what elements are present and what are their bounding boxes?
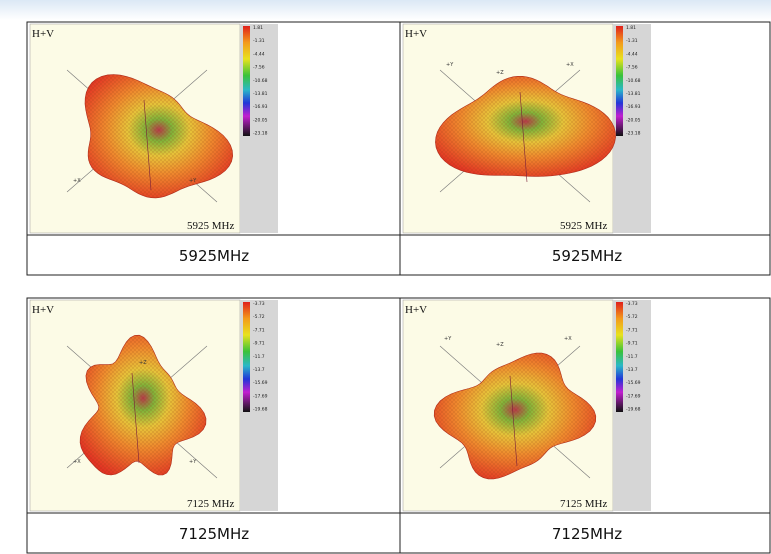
pattern-panel: 1.81 -1.31 -4.44 -7.56 -10.68 -13.81 -16.93 -20… bbox=[403, 24, 651, 233]
scale-label: -19.68 bbox=[253, 407, 268, 413]
color-scale bbox=[243, 26, 250, 136]
pattern-panel: -3.73 -5.72 -7.71 -9.71 -11.7 -13.7 -15.69 -17.… bbox=[403, 300, 651, 511]
color-scale bbox=[616, 26, 623, 136]
document: 1.81 -1.31 -4.44 -7.56 -10.68 -13.81 -16.93 -20… bbox=[0, 0, 771, 554]
caption: 5925MHz bbox=[179, 247, 249, 265]
scale-label: -5.72 bbox=[626, 314, 638, 320]
scale-label: -20.05 bbox=[626, 117, 641, 123]
caption: 5925MHz bbox=[552, 247, 622, 265]
scale-label: -15.69 bbox=[253, 380, 268, 386]
figure-grid: 1.81 -1.31 -4.44 -7.56 -10.68 -13.81 -16.93 -20… bbox=[27, 22, 770, 553]
scale-label: -4.44 bbox=[626, 51, 638, 57]
page: 1.81 -1.31 -4.44 -7.56 -10.68 -13.81 -16.93 -20… bbox=[0, 0, 771, 554]
frequency-label: 5925 MHz bbox=[187, 220, 234, 232]
scale-label: -17.69 bbox=[253, 393, 268, 399]
scale-label: 1.81 bbox=[253, 25, 263, 31]
scale-label: -16.93 bbox=[253, 104, 268, 110]
axis-label: +Y bbox=[444, 336, 452, 342]
scale-label: -3.73 bbox=[253, 301, 265, 307]
mode-label: H+V bbox=[32, 304, 54, 316]
caption: 7125MHz bbox=[552, 525, 622, 543]
scale-label: 1.81 bbox=[626, 25, 636, 31]
frequency-label: 7125 MHz bbox=[560, 498, 607, 510]
scale-label: -23.18 bbox=[253, 131, 268, 137]
scale-label: -17.69 bbox=[626, 393, 641, 399]
scale-label: -11.7 bbox=[626, 354, 638, 360]
scale-label: -1.31 bbox=[626, 38, 638, 44]
scale-label: -9.71 bbox=[626, 341, 638, 347]
pattern-panel: 1.81 -1.31 -4.44 -7.56 -10.68 -13.81 -16.93 -20… bbox=[30, 24, 278, 233]
axis-label: +Z bbox=[496, 342, 504, 348]
axis-label: +X bbox=[73, 459, 81, 465]
scale-label: -13.7 bbox=[253, 367, 265, 373]
pattern-panel: -3.73 -5.72 -7.71 -9.71 -11.7 -13.7 -15.69 -17.… bbox=[30, 300, 278, 511]
scale-label: -3.73 bbox=[626, 301, 638, 307]
axis-label: +Z bbox=[496, 70, 504, 76]
caption: 7125MHz bbox=[179, 525, 249, 543]
axis-label: +X bbox=[564, 336, 572, 342]
scale-label: -7.71 bbox=[253, 327, 265, 333]
scale-label: -23.18 bbox=[626, 131, 641, 137]
frequency-label: 7125 MHz bbox=[187, 498, 234, 510]
scale-label: -13.7 bbox=[626, 367, 638, 373]
top-band bbox=[0, 0, 771, 20]
axis-label: +X bbox=[73, 178, 81, 184]
scale-label: -5.72 bbox=[253, 314, 265, 320]
scale-label: -10.68 bbox=[626, 78, 641, 84]
scale-label: -7.56 bbox=[253, 65, 265, 71]
scale-label: -13.81 bbox=[626, 91, 641, 97]
frequency-label: 5925 MHz bbox=[560, 220, 607, 232]
mode-label: H+V bbox=[405, 28, 427, 40]
mode-label: H+V bbox=[32, 28, 54, 40]
scale-label: -20.05 bbox=[253, 117, 268, 123]
scale-label: -7.56 bbox=[626, 65, 638, 71]
scale-label: -11.7 bbox=[253, 354, 265, 360]
axis-label: +X bbox=[566, 62, 574, 68]
axis-label: +Y bbox=[189, 178, 197, 184]
color-scale bbox=[616, 302, 623, 412]
scale-label: -9.71 bbox=[253, 341, 265, 347]
axis-label: +Z bbox=[139, 360, 147, 366]
axis-label: +Y bbox=[189, 459, 197, 465]
scale-label: -4.44 bbox=[253, 51, 265, 57]
scale-label: -19.68 bbox=[626, 407, 641, 413]
scale-label: -7.71 bbox=[626, 327, 638, 333]
mode-label: H+V bbox=[405, 304, 427, 316]
scale-label: -1.31 bbox=[253, 38, 265, 44]
color-scale bbox=[243, 302, 250, 412]
scale-label: -13.81 bbox=[253, 91, 268, 97]
scale-label: -16.93 bbox=[626, 104, 641, 110]
scale-label: -15.69 bbox=[626, 380, 641, 386]
axis-label: +Y bbox=[446, 62, 454, 68]
scale-label: -10.68 bbox=[253, 78, 268, 84]
